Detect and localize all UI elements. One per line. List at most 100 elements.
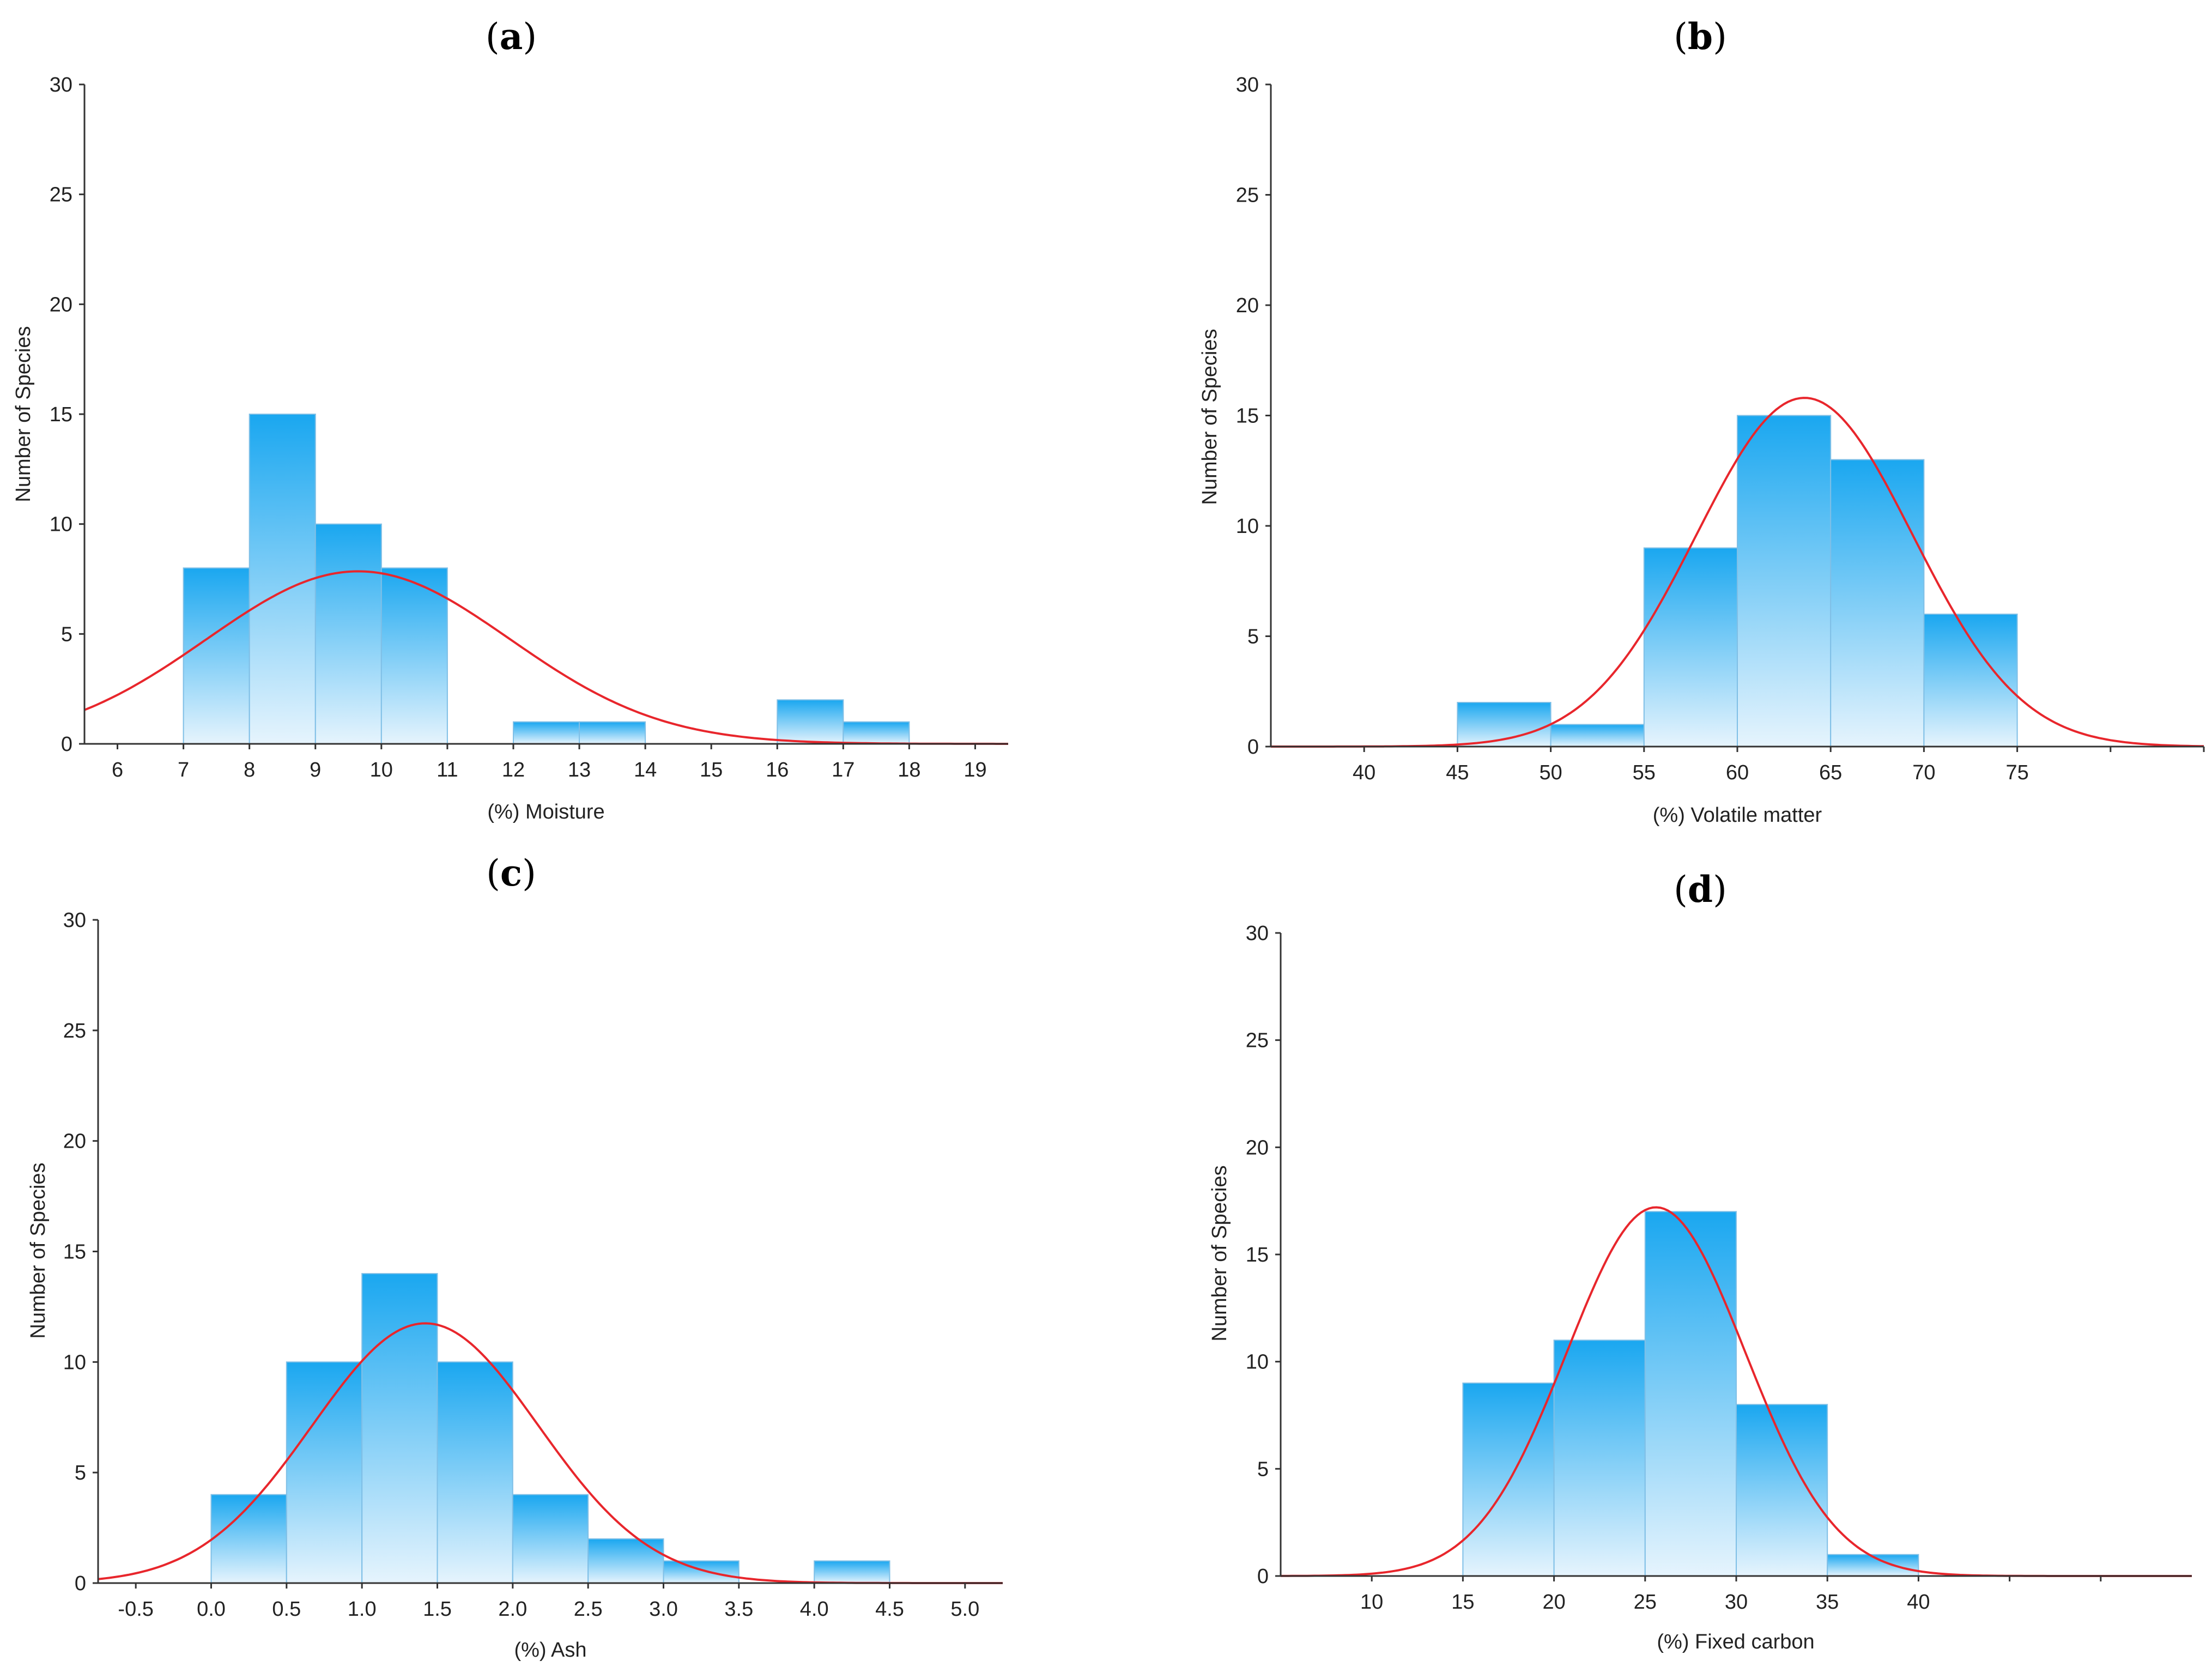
panel-c-title: (c) [486, 852, 536, 894]
histogram-volatile-matter: 0 5 10 15 20 25 30 40 45 50 55 60 65 70 75 [1236, 74, 2205, 784]
histogram-bar [183, 567, 250, 745]
y-tick-label: 15 [1246, 1244, 1269, 1266]
histogram-bar [286, 1361, 363, 1584]
x-tick-label: 12 [502, 759, 525, 781]
panel-c-letter: c [500, 852, 522, 894]
histogram-bar [579, 721, 646, 744]
x-tick-label: 65 [1819, 761, 1842, 784]
histogram-bar [1736, 1404, 1828, 1577]
y-tick-label: 20 [1246, 1136, 1269, 1159]
histogram-bar [777, 699, 844, 745]
histogram-bar [843, 721, 910, 744]
y-tick-label: 30 [1246, 922, 1269, 945]
histogram-bar [1737, 415, 1832, 747]
x-tick-label: 20 [1542, 1591, 1565, 1614]
y-tick-label: 5 [1247, 626, 1259, 648]
x-tick-label: 2.0 [498, 1598, 527, 1621]
x-tick-label: 25 [1634, 1591, 1657, 1614]
x-tick-label: 4.5 [875, 1598, 904, 1621]
y-tick-label: 10 [1246, 1351, 1269, 1374]
histogram-bar [1550, 724, 1645, 747]
histogram-bar [1553, 1339, 1646, 1577]
x-tick-label: 7 [178, 759, 189, 781]
x-tick-label: 9 [310, 759, 321, 781]
x-tick-label: 35 [1816, 1591, 1839, 1614]
x-tick-label: 15 [700, 759, 723, 781]
x-tick-label: 4.0 [800, 1598, 829, 1621]
y-tick-label: 0 [1247, 736, 1259, 759]
y-tick-label: 5 [61, 623, 72, 646]
x-tick-label: 60 [1726, 761, 1749, 784]
panel-b-letter: b [1688, 15, 1713, 58]
panel-d-title: (d) [1674, 868, 1727, 911]
histogram-bar [1827, 1554, 1919, 1577]
histogram-bar [587, 1538, 664, 1584]
panel-d: (d) 0 5 10 15 20 25 30 10 15 20 25 30 35 40 (%) Fixed… [1208, 868, 2192, 1653]
y-tick-label: 25 [1236, 184, 1259, 207]
x-tick-label: 17 [832, 759, 855, 781]
x-tick-label: 3.0 [649, 1598, 678, 1621]
panel-a-title: (a) [486, 15, 537, 58]
y-tick-label: 20 [63, 1130, 86, 1153]
histogram-bar [437, 1361, 513, 1584]
x-tick-label: 3.5 [724, 1598, 753, 1621]
histogram-bar [1643, 547, 1738, 747]
x-tick-label: -0.5 [118, 1598, 153, 1621]
panel-c: (c) 0 5 10 15 20 25 30 -0.5 0.0 0.5 1.0 1.5 2.0 2.5 3.… [27, 852, 1003, 1662]
y-tick-label: 20 [50, 293, 72, 316]
histogram-moisture: 0 5 10 15 20 25 30 6 7 8 9 10 11 12 13 14 15 16 17 18 19 [50, 74, 1008, 781]
x-tick-label: 11 [437, 759, 458, 781]
y-axis-label-c: Number of Species [27, 1162, 50, 1338]
x-tick-label: 50 [1539, 761, 1562, 784]
x-tick-label: 19 [963, 759, 986, 781]
panel-a-letter: a [500, 15, 523, 58]
x-tick-label: 16 [766, 759, 789, 781]
histogram-bar [380, 567, 448, 745]
y-tick-label: 30 [50, 74, 72, 96]
y-tick-label: 5 [75, 1462, 86, 1484]
y-tick-label: 25 [63, 1020, 86, 1042]
x-axis-label-d: (%) Fixed carbon [1657, 1630, 1814, 1653]
y-tick-label: 10 [63, 1351, 86, 1374]
x-tick-label: 10 [370, 759, 393, 781]
histogram-bar [1830, 459, 1925, 747]
y-tick-label: 15 [63, 1241, 86, 1264]
x-tick-label: 45 [1446, 761, 1469, 784]
y-tick-label: 15 [50, 403, 72, 426]
y-tick-label: 5 [1257, 1458, 1269, 1481]
histogram-bar [314, 523, 382, 744]
x-tick-label: 8 [244, 759, 255, 781]
histogram-bar [1644, 1211, 1737, 1577]
panel-b-title: (b) [1674, 15, 1727, 58]
x-tick-label: 70 [1912, 761, 1935, 784]
panel-a: (a) 0 5 10 15 20 25 30 6 7 8 9 10 11 12 13 14 15 16 17 18 19… [12, 15, 1008, 823]
x-tick-label: 40 [1353, 761, 1375, 784]
x-tick-label: 6 [112, 759, 123, 781]
x-tick-label: 0.5 [272, 1598, 301, 1621]
histogram-bar [1462, 1383, 1555, 1577]
y-tick-label: 30 [1236, 74, 1259, 96]
x-tick-label: 1.5 [423, 1598, 452, 1621]
x-axis-label-c: (%) Ash [514, 1639, 586, 1662]
panel-b: (b) 0 5 10 15 20 25 30 40 45 50 55 60 65 70 75 (%) Vol… [1198, 15, 2205, 827]
panel-d-letter: d [1688, 868, 1713, 911]
y-axis-label-a: Number of Species [12, 326, 35, 502]
x-tick-label: 0.0 [197, 1598, 226, 1621]
x-tick-label: 13 [568, 759, 591, 781]
x-tick-label: 40 [1907, 1591, 1930, 1614]
y-axis-label-b: Number of Species [1198, 329, 1221, 505]
x-tick-label: 5.0 [950, 1598, 979, 1621]
x-tick-label: 30 [1725, 1591, 1748, 1614]
histogram-bar [512, 1494, 589, 1584]
x-tick-label: 75 [2005, 761, 2028, 784]
y-tick-label: 15 [1236, 405, 1259, 428]
y-tick-label: 25 [50, 184, 72, 207]
y-tick-label: 10 [50, 513, 72, 536]
histogram-ash: 0 5 10 15 20 25 30 -0.5 0.0 0.5 1.0 1.5 2.0 2.5 3.0 3.5… [63, 909, 1003, 1621]
x-tick-label: 1.0 [348, 1598, 377, 1621]
x-tick-label: 10 [1360, 1591, 1383, 1614]
y-tick-label: 25 [1246, 1029, 1269, 1052]
histogram-bar [210, 1494, 287, 1584]
y-axis-label-d: Number of Species [1208, 1165, 1231, 1341]
